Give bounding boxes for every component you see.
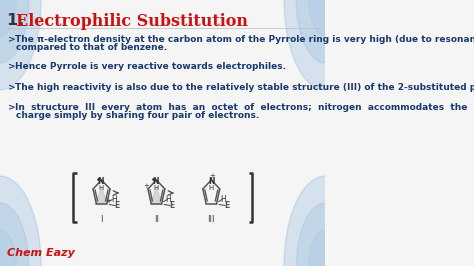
Text: H: H bbox=[165, 195, 172, 204]
Text: III: III bbox=[208, 215, 215, 224]
Text: N: N bbox=[208, 177, 215, 185]
Text: Chem Eazy: Chem Eazy bbox=[7, 248, 75, 258]
Text: >: > bbox=[8, 103, 15, 112]
Ellipse shape bbox=[296, 0, 354, 63]
Text: Hence Pyrrole is very reactive towards electrophiles.: Hence Pyrrole is very reactive towards e… bbox=[15, 62, 286, 71]
Text: I: I bbox=[100, 215, 103, 224]
Text: H: H bbox=[98, 185, 103, 191]
Text: In  structure  III  every  atom  has  an  octet  of  electrons;  nitrogen  accom: In structure III every atom has an octet… bbox=[15, 103, 474, 112]
Text: compared to that of benzene.: compared to that of benzene. bbox=[17, 43, 168, 52]
Text: N: N bbox=[98, 177, 104, 185]
Text: II: II bbox=[154, 215, 159, 224]
Ellipse shape bbox=[0, 0, 41, 90]
Ellipse shape bbox=[0, 203, 29, 266]
Ellipse shape bbox=[309, 0, 342, 36]
Ellipse shape bbox=[0, 176, 41, 266]
Text: >: > bbox=[8, 62, 15, 71]
Text: +: + bbox=[105, 198, 111, 203]
Ellipse shape bbox=[284, 0, 366, 90]
Text: >: > bbox=[8, 35, 15, 44]
Text: 1.: 1. bbox=[7, 13, 30, 28]
Text: The π-electron density at the carbon atom of the Pyrrole ring is very high (due : The π-electron density at the carbon ato… bbox=[15, 35, 474, 44]
Text: H: H bbox=[153, 185, 158, 191]
Text: H: H bbox=[111, 195, 117, 204]
Polygon shape bbox=[96, 186, 107, 203]
Text: charge simply by sharing four pair of electrons.: charge simply by sharing four pair of el… bbox=[17, 110, 260, 119]
Text: E: E bbox=[224, 201, 229, 210]
Ellipse shape bbox=[309, 230, 342, 266]
Text: E: E bbox=[169, 201, 174, 210]
Text: >: > bbox=[8, 83, 15, 92]
Text: H: H bbox=[220, 195, 226, 204]
Text: E: E bbox=[114, 201, 120, 210]
Text: The high reactivity is also due to the relatively stable structure (III) of the : The high reactivity is also due to the r… bbox=[15, 83, 474, 92]
Ellipse shape bbox=[296, 203, 354, 266]
Ellipse shape bbox=[284, 176, 366, 266]
Text: +: + bbox=[144, 183, 149, 189]
Text: Electrophilic Substitution: Electrophilic Substitution bbox=[17, 13, 248, 30]
Text: +: + bbox=[210, 173, 216, 179]
Ellipse shape bbox=[0, 0, 29, 63]
Text: N: N bbox=[153, 177, 159, 185]
Ellipse shape bbox=[0, 0, 17, 36]
Ellipse shape bbox=[0, 230, 17, 266]
Polygon shape bbox=[151, 186, 162, 203]
Text: H: H bbox=[209, 185, 214, 191]
